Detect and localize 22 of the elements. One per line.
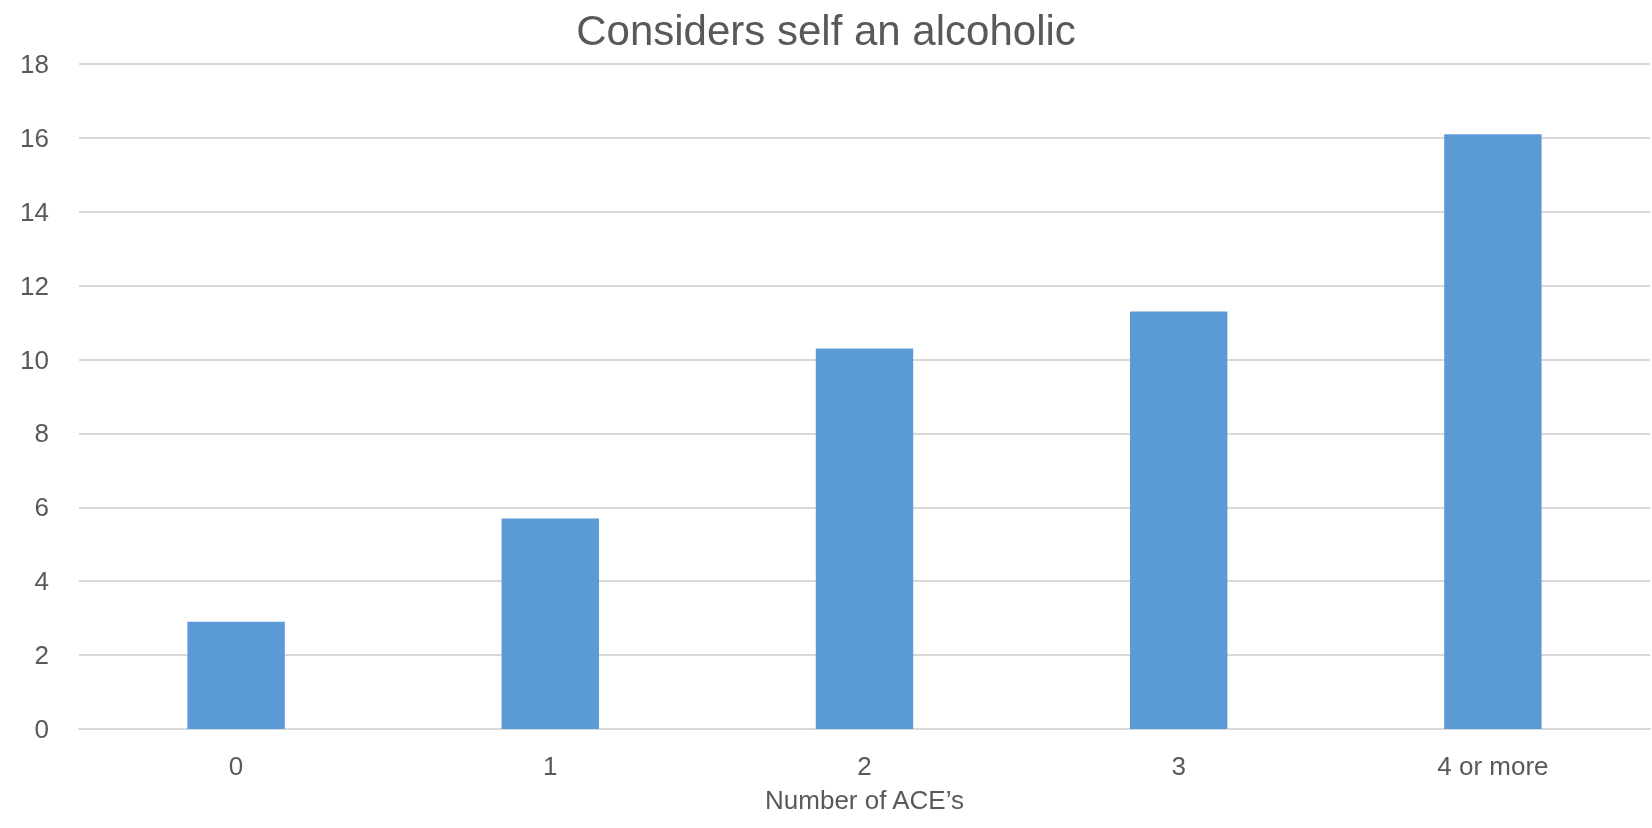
y-tick-label: 2 [34, 640, 49, 671]
chart-title: Considers self an alcoholic [576, 6, 1076, 54]
bar [815, 348, 914, 729]
x-tick-label: 3 [1171, 751, 1186, 781]
y-tick-label: 10 [20, 344, 49, 375]
y-tick-label: 12 [20, 270, 49, 301]
x-tick-label: 1 [543, 751, 558, 781]
x-tick-label: 0 [228, 751, 244, 781]
bar [187, 621, 285, 729]
y-tick-label: 14 [20, 196, 49, 227]
y-tick-label: 6 [34, 492, 49, 523]
x-tick-label: 4 or more [1437, 751, 1549, 781]
y-tick-label: 18 [20, 49, 49, 79]
y-tick-label: 16 [20, 122, 49, 153]
bar [1444, 134, 1542, 729]
y-tick-label: 0 [34, 714, 49, 744]
x-tick-label: 2 [857, 751, 872, 781]
y-tick-label: 4 [34, 566, 49, 597]
y-tick-label: 8 [34, 418, 49, 449]
x-axis-title: Number of ACE’s [765, 785, 964, 815]
bar [501, 518, 599, 729]
bar [1130, 311, 1228, 729]
